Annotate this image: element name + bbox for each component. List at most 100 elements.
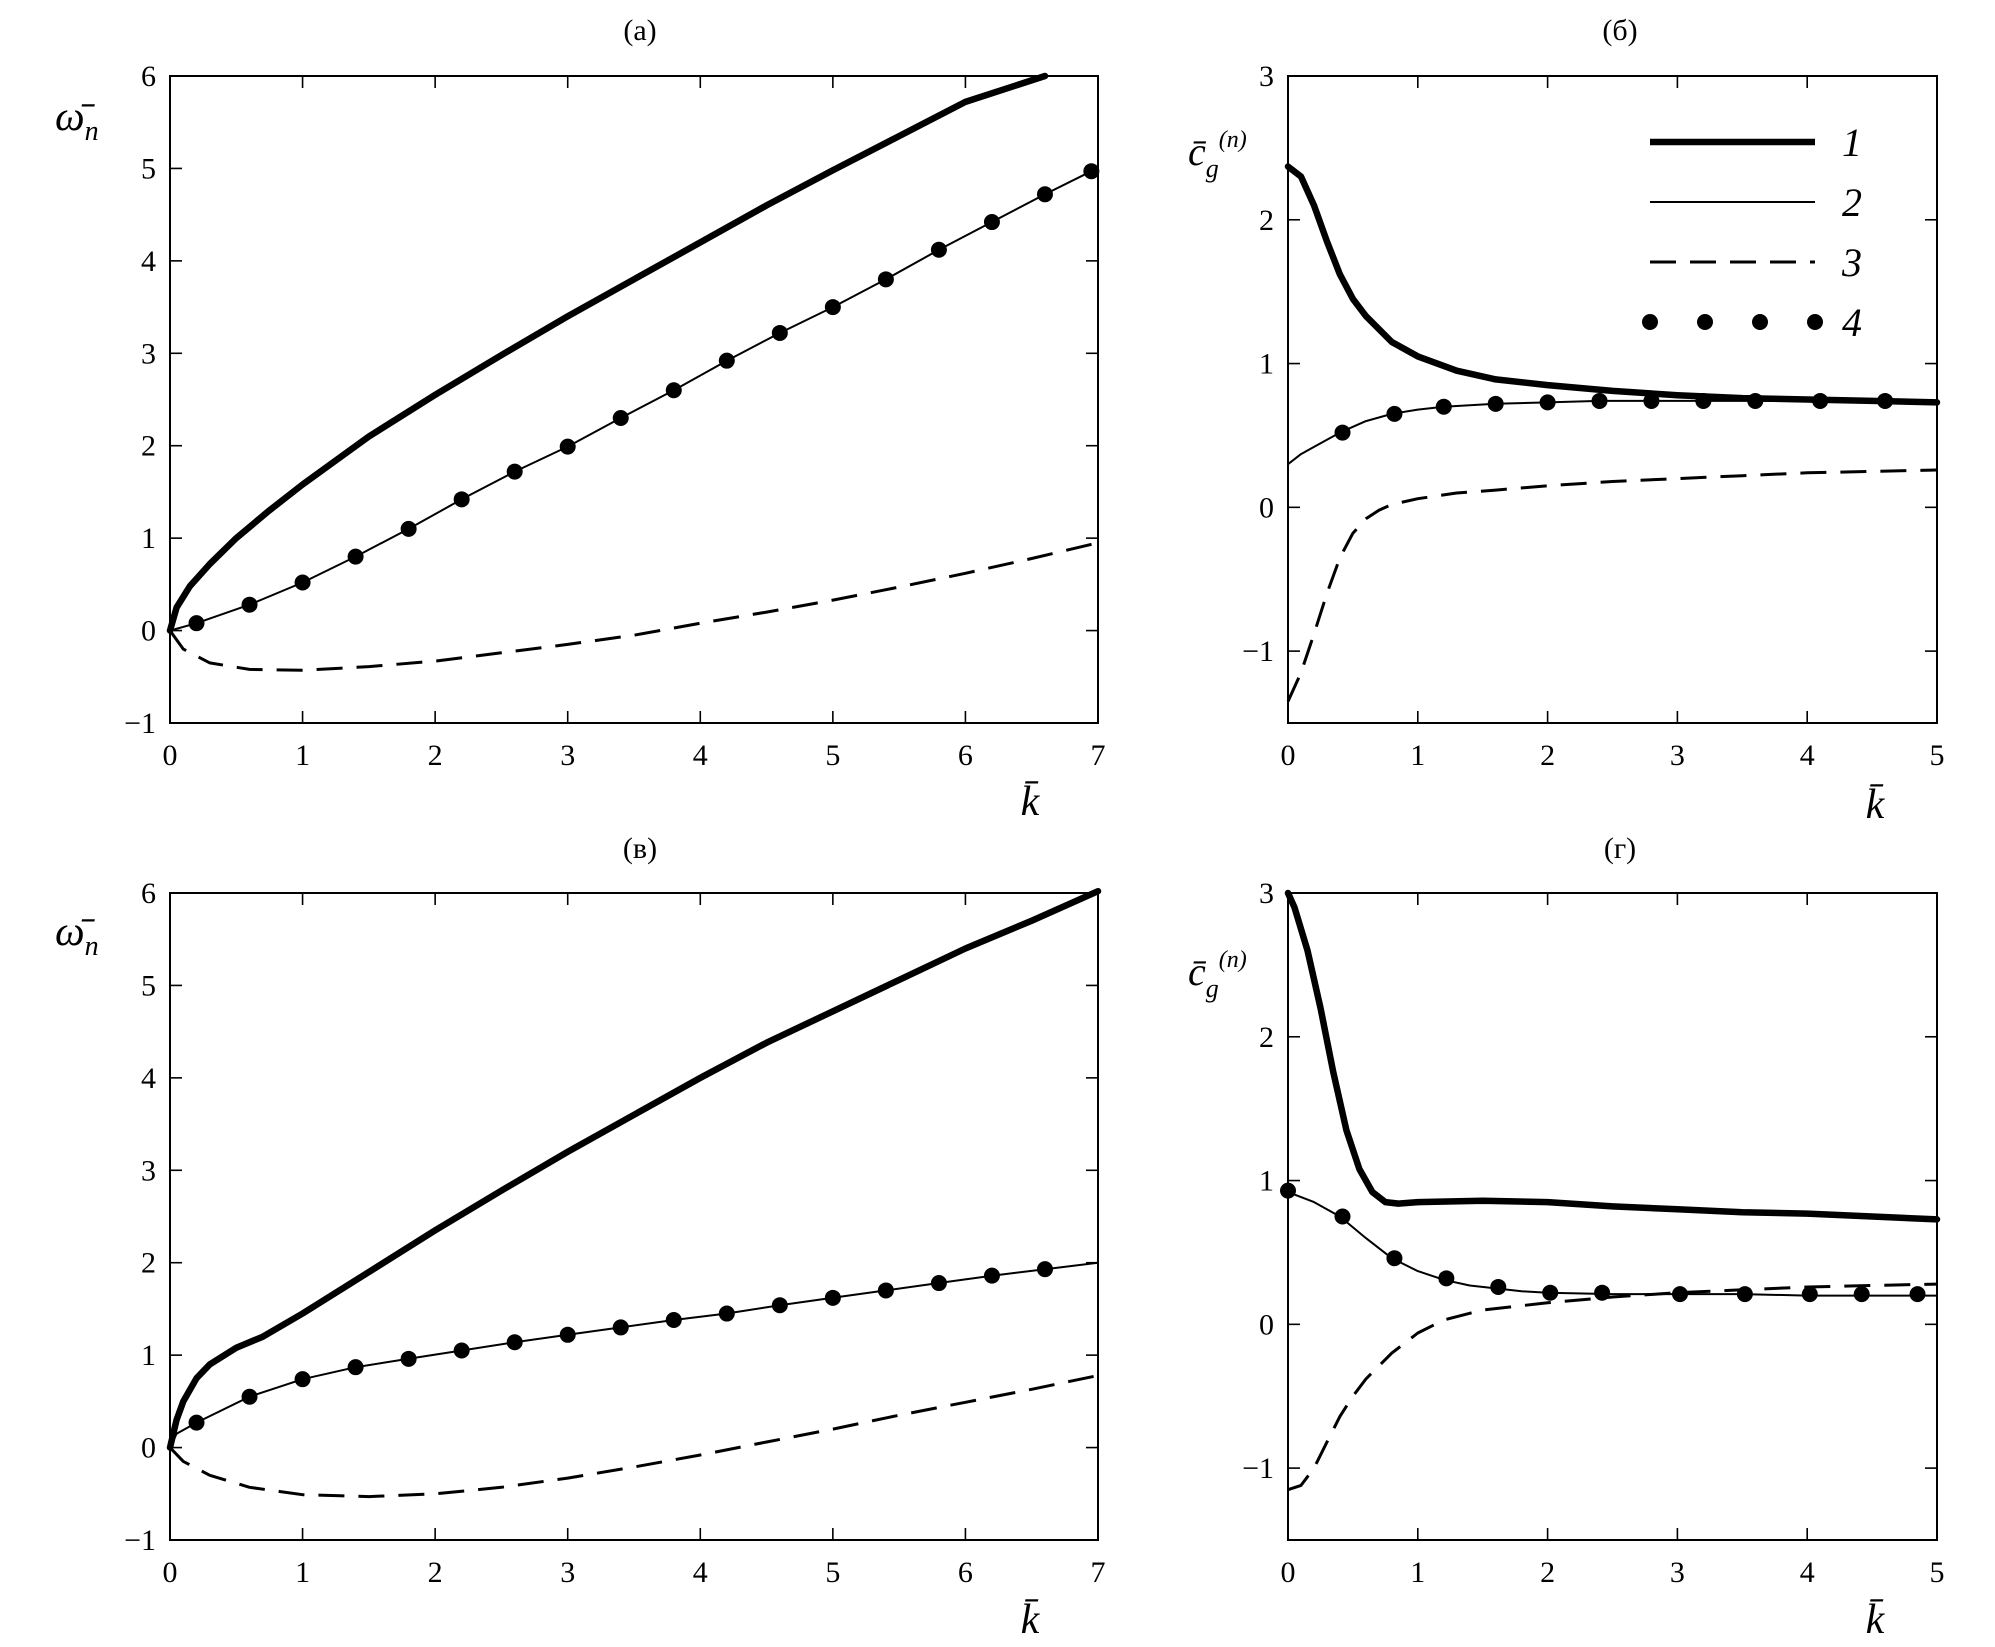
x-tick-label: 3	[1670, 1556, 1685, 1589]
y-tick-label: 6	[141, 60, 156, 93]
y-tick-label: 4	[141, 245, 156, 278]
x-tick-label: 7	[1091, 739, 1106, 772]
y-tick-label: 2	[1259, 204, 1274, 237]
x-tick-label: 0	[1281, 739, 1296, 772]
series-4-point	[824, 299, 841, 316]
series-4-point	[1542, 1284, 1559, 1301]
series-4-point	[559, 438, 576, 455]
x-tick-label: 1	[295, 739, 310, 772]
panel-a-ylabel-sub: n	[85, 116, 99, 147]
series-1-line	[1284, 163, 1941, 406]
panel-d-ylabel-sup: (n)	[1219, 947, 1247, 973]
panel-b-ylabel-sup: (n)	[1219, 127, 1247, 153]
x-tick-label: 0	[163, 739, 178, 772]
series-1-line	[166, 72, 1049, 634]
series-4-point	[1435, 398, 1452, 415]
x-tick-label: 5	[1930, 739, 1945, 772]
y-tick-label: −1	[1242, 635, 1274, 668]
series-4-point	[930, 1275, 947, 1292]
panel-a-ylabel: ω̄n	[55, 94, 99, 147]
series-4-point	[1386, 1250, 1403, 1267]
y-tick-label: −1	[1242, 1452, 1274, 1485]
x-tick-label: 4	[693, 1556, 708, 1589]
y-tick-label: 0	[1259, 1308, 1274, 1341]
series-4-point	[824, 1289, 841, 1306]
series-4-point	[1695, 392, 1712, 409]
series-4-point	[294, 574, 311, 591]
panel-a-label: (а)	[623, 14, 656, 47]
x-tick-label: 0	[1281, 1556, 1296, 1589]
y-tick-label: 6	[141, 877, 156, 910]
panel-b-ylabel-sub: g	[1206, 154, 1219, 183]
x-tick-label: 1	[1410, 739, 1425, 772]
panel-a-xlabel: k̄	[1021, 779, 1041, 825]
series-4-point	[347, 548, 364, 565]
series-2-line	[169, 170, 1093, 632]
y-tick-label: 1	[1259, 1165, 1274, 1198]
series-4-point	[877, 1282, 894, 1299]
x-tick-label: 6	[958, 1556, 973, 1589]
x-tick-label: 5	[1930, 1556, 1945, 1589]
series-4-point	[771, 1297, 788, 1314]
series-4-point	[1877, 392, 1894, 409]
series-4-point	[1747, 392, 1764, 409]
panel-d-plot: 0 1 2 3 4 5 −1 0 1 2 3	[1242, 877, 1944, 1589]
x-tick-label: 3	[560, 1556, 575, 1589]
series-4-point	[1801, 1286, 1818, 1303]
series-4-point	[1386, 405, 1403, 422]
series-4-point	[665, 382, 682, 399]
panel-b-ylabel-main: c̄	[1188, 129, 1206, 174]
series-3-line	[1286, 468, 1938, 703]
legend: 1 2 3 4	[1642, 120, 1862, 345]
legend-dot	[1807, 314, 1823, 330]
series-4-point	[241, 1388, 258, 1405]
panel-d: (г) c̄g(n) k̄ 0 1 2 3 4 5 −1 0 1 2 3	[1188, 832, 1945, 1643]
legend-dot	[1697, 314, 1713, 330]
series-4-point	[612, 409, 629, 426]
panel-c-xlabel: k̄	[1021, 1597, 1041, 1643]
series-4-point	[1334, 424, 1351, 441]
series-4-point	[665, 1312, 682, 1329]
series-4-point	[559, 1326, 576, 1343]
series-4-point	[1594, 1284, 1611, 1301]
series-4-point	[1083, 163, 1100, 180]
x-tick-label: 3	[1670, 739, 1685, 772]
plot-frame	[169, 892, 1099, 1541]
panel-d-ylabel-main: c̄	[1188, 949, 1206, 994]
series-4-point	[983, 1267, 1000, 1284]
legend-label: 2	[1842, 180, 1862, 225]
panel-b-label: (б)	[1602, 14, 1637, 47]
y-tick-label: 2	[141, 430, 156, 463]
series-2-line	[1287, 399, 1938, 466]
series-4-point	[506, 463, 523, 480]
series-4-point	[1334, 1208, 1351, 1225]
x-tick-label: 2	[428, 1556, 443, 1589]
series-4-point	[1853, 1286, 1870, 1303]
series-4-point	[1036, 1261, 1053, 1278]
series-4-point	[718, 1305, 735, 1322]
legend-dot	[1642, 314, 1658, 330]
panel-d-ylabel-sub: g	[1206, 974, 1219, 1003]
series-4-point	[612, 1319, 629, 1336]
y-tick-label: 0	[141, 1432, 156, 1465]
series-4-point	[294, 1371, 311, 1388]
series-4-point	[1812, 392, 1829, 409]
panel-d-label: (г)	[1604, 832, 1636, 865]
y-tick-label: 3	[1259, 60, 1274, 93]
series-4-point	[771, 324, 788, 341]
series-4-point	[1280, 1182, 1296, 1199]
panel-c-label: (в)	[623, 832, 657, 865]
y-tick-label: 1	[141, 522, 156, 555]
series-4-point	[1643, 392, 1660, 409]
y-tick-label: 3	[141, 337, 156, 370]
y-tick-label: 1	[141, 1339, 156, 1372]
series-4-point	[877, 271, 894, 288]
series-3-line	[168, 1374, 1099, 1499]
series-4-point	[1539, 394, 1556, 411]
series-2-line	[169, 1261, 1099, 1449]
y-tick-label: 0	[141, 615, 156, 648]
panel-b-xlabel: k̄	[1866, 782, 1886, 828]
